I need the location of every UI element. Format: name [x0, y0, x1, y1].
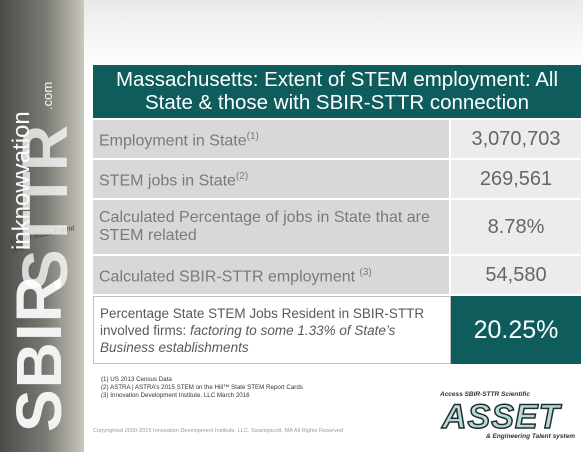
label-text: Percentage State STEM Jobs Resident in S…: [100, 305, 425, 338]
brand-logo: Access SBIR-STTR Scientific ASSET & Engi…: [436, 385, 578, 445]
sidebar: United States Patent And SBIR STTR inkno…: [0, 0, 84, 452]
label-text: Calculated SBIR-STTR employment: [99, 268, 360, 286]
label: Calculated Percentage of jobs in State t…: [93, 200, 451, 254]
sidebar-domain: .com: [40, 81, 55, 110]
note: (2): [235, 170, 249, 182]
label: Calculated SBIR-STTR employment (3): [93, 256, 451, 294]
value: 20.25%: [451, 296, 581, 364]
label-text: Employment in State: [99, 132, 247, 150]
row: Employment in State(1) 3,070,703: [93, 120, 581, 158]
footnotes: (1) US 2013 Census Data (2) ASTRA | ASTR…: [101, 376, 303, 400]
sidebar-site: inknowvation: [8, 111, 35, 250]
brand-top: Access SBIR-STTR Scientific: [440, 391, 530, 398]
label-text: STEM jobs in State: [99, 172, 236, 190]
footnote: (2) ASTRA | ASTRA’s 2015 STEM on the Hil…: [101, 384, 303, 391]
row: Percentage State STEM Jobs Resident in S…: [93, 296, 581, 364]
table-title: Massachusetts: Extent of STEM employment…: [93, 65, 581, 118]
row: STEM jobs in State(2) 269,561: [93, 160, 581, 198]
note: (3): [359, 266, 372, 278]
copyright: Copyrighted 2000-2015 Innovation Develop…: [93, 428, 343, 434]
label: Employment in State(1): [93, 120, 451, 158]
emphasis: factoring to some 1.33% of State’s Busin…: [100, 322, 396, 355]
brand-bottom: & Engineering Talent system: [486, 433, 575, 440]
note: (1): [246, 130, 259, 142]
label: Percentage State STEM Jobs Resident in S…: [93, 296, 451, 364]
label: STEM jobs in State(2): [93, 160, 451, 198]
brand-name: ASSET: [441, 397, 561, 437]
row: Calculated SBIR-STTR employment (3) 54,58…: [93, 256, 581, 294]
footnote: (1) US 2013 Census Data: [101, 376, 172, 383]
row: Calculated Percentage of jobs in State t…: [93, 200, 581, 254]
value: 269,561: [451, 160, 581, 198]
value: 54,580: [451, 256, 581, 294]
sidebar-logo: SBIR: [3, 275, 75, 432]
footnote: (3) Innovation Development Institute. LL…: [101, 392, 250, 399]
stem-table: Massachusetts: Extent of STEM employment…: [93, 63, 581, 366]
value: 3,070,703: [451, 120, 581, 158]
value: 8.78%: [451, 200, 581, 254]
